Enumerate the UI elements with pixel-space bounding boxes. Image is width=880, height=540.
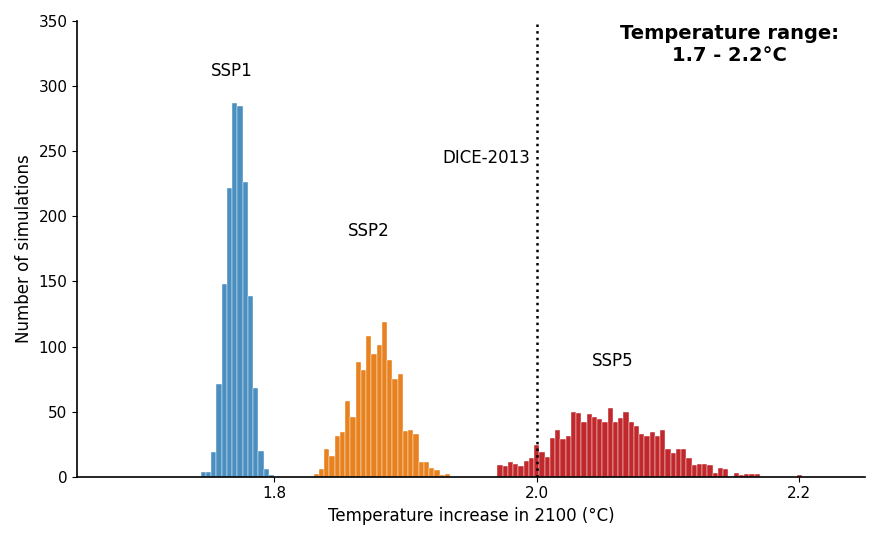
Bar	[497, 465, 502, 477]
Bar	[571, 411, 576, 477]
Bar	[796, 475, 802, 477]
Bar	[634, 426, 639, 477]
Bar	[238, 106, 243, 477]
Bar	[697, 464, 702, 477]
Bar	[269, 475, 275, 477]
Bar	[211, 452, 216, 477]
Bar	[744, 474, 750, 477]
Bar	[408, 430, 414, 477]
Bar	[708, 465, 713, 477]
X-axis label: Temperature increase in 2100 (°C): Temperature increase in 2100 (°C)	[328, 507, 614, 525]
Bar	[216, 384, 222, 477]
Bar	[440, 475, 445, 477]
Bar	[253, 388, 259, 477]
Bar	[502, 467, 508, 477]
Text: SSP1: SSP1	[211, 62, 253, 79]
Bar	[387, 360, 392, 477]
Bar	[655, 436, 660, 477]
Bar	[750, 474, 755, 477]
Bar	[534, 446, 539, 477]
Bar	[545, 457, 550, 477]
Bar	[518, 467, 524, 477]
Bar	[350, 417, 356, 477]
Bar	[227, 188, 232, 477]
Bar	[419, 462, 424, 477]
Bar	[676, 449, 681, 477]
Bar	[644, 436, 649, 477]
Bar	[324, 449, 329, 477]
Bar	[392, 379, 398, 477]
Bar	[692, 465, 697, 477]
Bar	[201, 471, 206, 477]
Bar	[232, 103, 238, 477]
Bar	[649, 433, 655, 477]
Bar	[243, 183, 248, 477]
Bar	[513, 464, 518, 477]
Bar	[398, 374, 403, 477]
Bar	[524, 461, 529, 477]
Bar	[445, 474, 451, 477]
Bar	[429, 468, 435, 477]
Bar	[608, 408, 613, 477]
Bar	[403, 431, 408, 477]
Bar	[587, 414, 592, 477]
Text: Temperature range:
1.7 - 2.2°C: Temperature range: 1.7 - 2.2°C	[620, 24, 839, 65]
Bar	[660, 430, 665, 477]
Bar	[435, 470, 440, 477]
Bar	[681, 449, 686, 477]
Bar	[334, 436, 340, 477]
Bar	[566, 436, 571, 477]
Bar	[671, 453, 676, 477]
Bar	[206, 471, 211, 477]
Bar	[377, 345, 382, 477]
Bar	[576, 413, 582, 477]
Bar	[686, 458, 692, 477]
Bar	[361, 370, 366, 477]
Bar	[313, 474, 319, 477]
Bar	[414, 434, 419, 477]
Bar	[702, 464, 708, 477]
Bar	[618, 418, 623, 477]
Bar	[539, 452, 545, 477]
Bar	[555, 430, 561, 477]
Bar	[345, 401, 350, 477]
Y-axis label: Number of simulations: Number of simulations	[15, 154, 33, 343]
Bar	[248, 296, 253, 477]
Bar	[550, 437, 555, 477]
Bar	[713, 473, 718, 477]
Bar	[718, 468, 723, 477]
Bar	[259, 451, 264, 477]
Bar	[366, 336, 371, 477]
Bar	[561, 439, 566, 477]
Bar	[508, 462, 513, 477]
Bar	[424, 462, 429, 477]
Bar	[592, 417, 598, 477]
Text: DICE-2013: DICE-2013	[443, 149, 530, 167]
Text: SSP2: SSP2	[348, 222, 390, 240]
Bar	[723, 469, 729, 477]
Bar	[329, 456, 334, 477]
Bar	[371, 354, 377, 477]
Bar	[665, 449, 671, 477]
Bar	[755, 474, 760, 477]
Bar	[739, 475, 744, 477]
Bar	[319, 469, 324, 477]
Bar	[264, 469, 269, 477]
Bar	[598, 420, 603, 477]
Bar	[340, 433, 345, 477]
Bar	[613, 422, 618, 477]
Bar	[382, 322, 387, 477]
Bar	[356, 362, 361, 477]
Bar	[222, 284, 227, 477]
Bar	[529, 458, 534, 477]
Bar	[603, 422, 608, 477]
Bar	[628, 422, 634, 477]
Bar	[582, 422, 587, 477]
Bar	[639, 434, 644, 477]
Bar	[623, 411, 628, 477]
Bar	[734, 473, 739, 477]
Text: SSP5: SSP5	[592, 352, 634, 370]
